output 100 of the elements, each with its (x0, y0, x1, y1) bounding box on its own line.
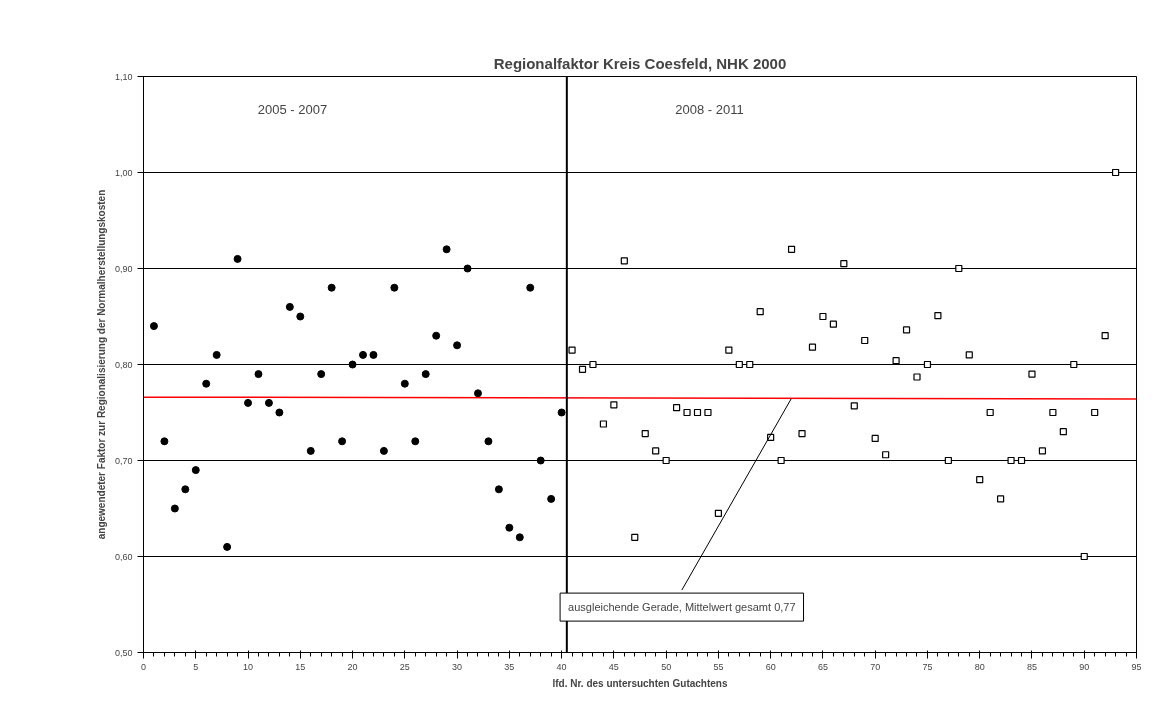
x-tick-label: 55 (713, 661, 724, 672)
point (746, 360, 754, 369)
point (1101, 332, 1109, 340)
point (233, 254, 242, 263)
annotation: 2008 - 2011 (675, 101, 744, 117)
x-tick-label: 90 (1079, 661, 1090, 672)
point (1028, 370, 1036, 378)
y-tick-label: 0,70 (114, 455, 133, 466)
x-tick-label: 20 (347, 661, 358, 672)
point (756, 308, 764, 316)
x-tick-label: 50 (661, 661, 672, 672)
point (913, 373, 921, 381)
point (463, 264, 472, 273)
point (484, 437, 493, 446)
point (631, 533, 639, 541)
point (923, 360, 932, 369)
x-tick-label: 85 (1026, 661, 1037, 672)
point (1059, 428, 1067, 436)
y-axis-title: angewendeter Faktor zur Regionalisierung der Normalherstellungskosten (95, 189, 107, 540)
x-tick-label: 40 (556, 661, 567, 672)
point (777, 456, 785, 465)
point (400, 379, 409, 388)
point (662, 456, 670, 465)
point (798, 430, 806, 438)
annotation: 2005 - 2007 (257, 101, 328, 117)
point (819, 312, 827, 321)
point (997, 495, 1005, 503)
point (223, 542, 232, 551)
x-tick-label: 60 (765, 661, 776, 672)
point (160, 437, 169, 446)
point (1070, 360, 1078, 369)
point (432, 331, 441, 340)
point (557, 408, 566, 417)
point (1007, 456, 1015, 465)
point (317, 370, 326, 379)
x-tick-label: 45 (608, 661, 619, 672)
point (683, 408, 691, 417)
x-tick-label: 10 (243, 661, 254, 672)
point (787, 245, 796, 253)
point (149, 322, 158, 331)
point (620, 257, 628, 265)
point (515, 533, 524, 542)
point (442, 245, 451, 254)
point (327, 283, 336, 292)
x-tick-label: 65 (817, 661, 828, 672)
point (892, 357, 900, 365)
point (348, 360, 357, 369)
point (578, 365, 587, 373)
point (244, 398, 253, 407)
x-tick-label: 0 (141, 661, 147, 672)
point (976, 476, 984, 484)
x-tick-label: 25 (399, 661, 410, 672)
x-tick-label: 95 (1131, 661, 1142, 672)
point (672, 404, 681, 412)
point (808, 343, 817, 351)
point (589, 360, 597, 369)
point (453, 341, 462, 350)
x-tick-label: 35 (504, 661, 515, 672)
point (714, 509, 722, 517)
point (850, 402, 858, 410)
point (536, 456, 545, 465)
point (369, 350, 378, 359)
point (1049, 408, 1057, 417)
y-tick-label: 0,80 (114, 359, 133, 370)
point (296, 312, 305, 321)
point (212, 350, 221, 359)
point (693, 408, 702, 417)
point (861, 336, 869, 345)
point (494, 485, 503, 494)
x-tick-label: 30 (452, 661, 463, 672)
x-tick-label: 75 (922, 661, 933, 672)
point (882, 451, 890, 459)
chart-title: Regionalfaktor Kreis Coesfeld, NHK 2000 (493, 54, 787, 72)
x-tick-label: 80 (974, 661, 985, 672)
point (275, 408, 284, 417)
point (934, 311, 942, 320)
x-axis-title: lfd. Nr. des untersuchten Gutachtens (552, 677, 728, 689)
point (840, 260, 848, 268)
point (944, 456, 952, 465)
point (1091, 408, 1099, 417)
point (1038, 447, 1047, 455)
point (610, 401, 618, 409)
point (526, 283, 535, 292)
point (599, 420, 608, 428)
point (202, 379, 211, 388)
point (955, 264, 963, 273)
point (254, 370, 263, 379)
point (986, 408, 994, 417)
point (965, 351, 973, 359)
point (338, 437, 347, 446)
point (652, 447, 660, 455)
point (871, 434, 879, 443)
point (1111, 168, 1120, 177)
point (170, 504, 179, 513)
annotation: ausgleichende Gerade, Mittelwert gesamt 0,77 (568, 601, 796, 614)
point (1017, 456, 1026, 465)
point (306, 446, 315, 455)
y-tick-label: 0,90 (114, 263, 133, 274)
x-tick-label: 70 (870, 661, 881, 672)
point (547, 494, 556, 503)
